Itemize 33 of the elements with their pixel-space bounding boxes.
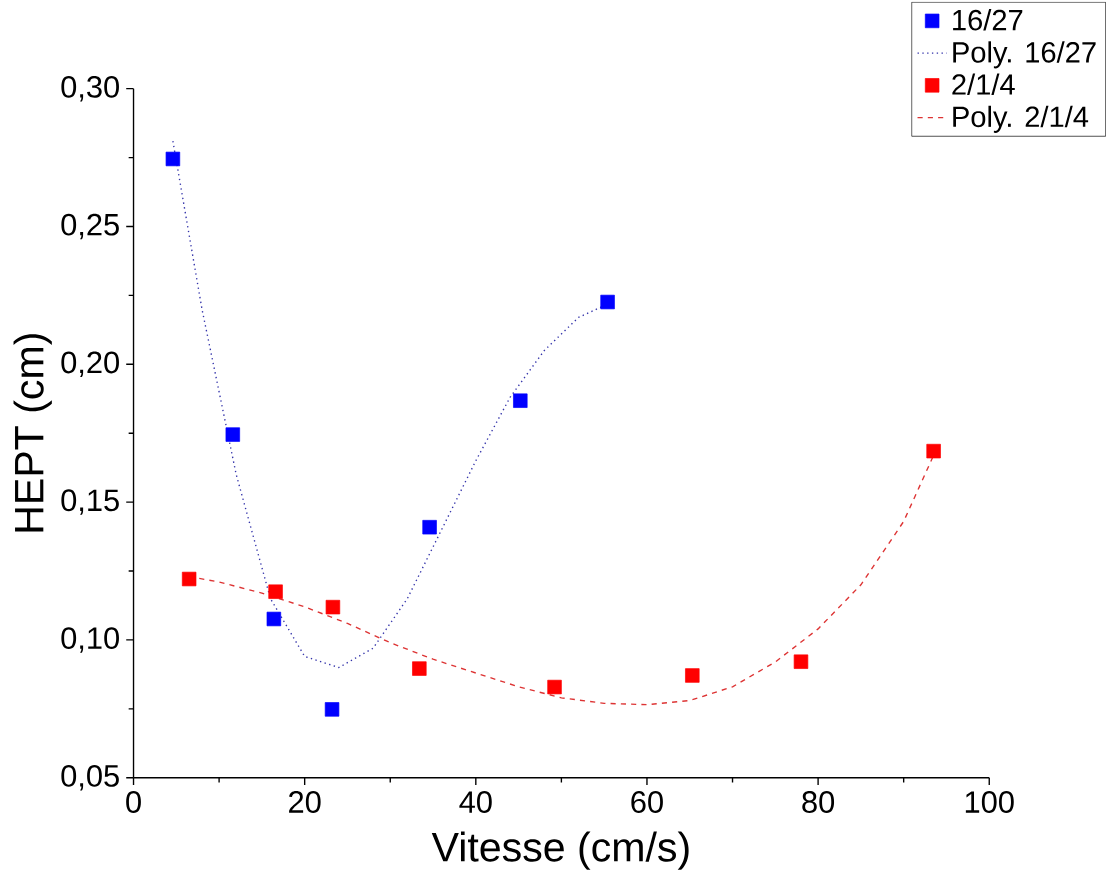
- point: [547, 679, 562, 695]
- point: [325, 599, 341, 615]
- x-tick-label: 40: [459, 791, 492, 813]
- x-tick-label: 80: [802, 791, 835, 813]
- y-tick-label: 0,10: [61, 627, 119, 653]
- point: [793, 654, 809, 669]
- y-tick-label: 0,20: [61, 351, 119, 378]
- y-tick-label: 0,25: [61, 213, 119, 240]
- x-tick-label: 20: [289, 791, 321, 813]
- y-axis-title: HEPT (cm): [13, 334, 52, 532]
- legend-label: 2/1/4: [952, 73, 1015, 95]
- point: [324, 702, 340, 717]
- point: [181, 571, 197, 587]
- legend-label: Poly. 16/27: [953, 41, 1096, 69]
- x-tick-label: 0: [126, 791, 141, 813]
- point: [513, 393, 528, 408]
- legend-label: 16/27: [953, 9, 1023, 31]
- point: [926, 443, 941, 459]
- x-axis-title: Vitesse (cm/s): [431, 831, 689, 870]
- point: [685, 668, 700, 683]
- point: [266, 611, 282, 627]
- point: [165, 151, 181, 167]
- point: [600, 294, 615, 310]
- x-tick-label: 60: [631, 791, 663, 813]
- legend-label: Poly. 2/1/4: [953, 105, 1089, 133]
- point: [422, 520, 437, 535]
- point: [412, 661, 427, 676]
- y-tick-label: 0,05: [61, 764, 119, 791]
- y-tick-label: 0,30: [61, 75, 119, 102]
- point: [268, 584, 283, 599]
- point: [225, 427, 240, 442]
- x-tick-label: 100: [965, 791, 1014, 813]
- y-tick-label: 0,15: [61, 489, 119, 515]
